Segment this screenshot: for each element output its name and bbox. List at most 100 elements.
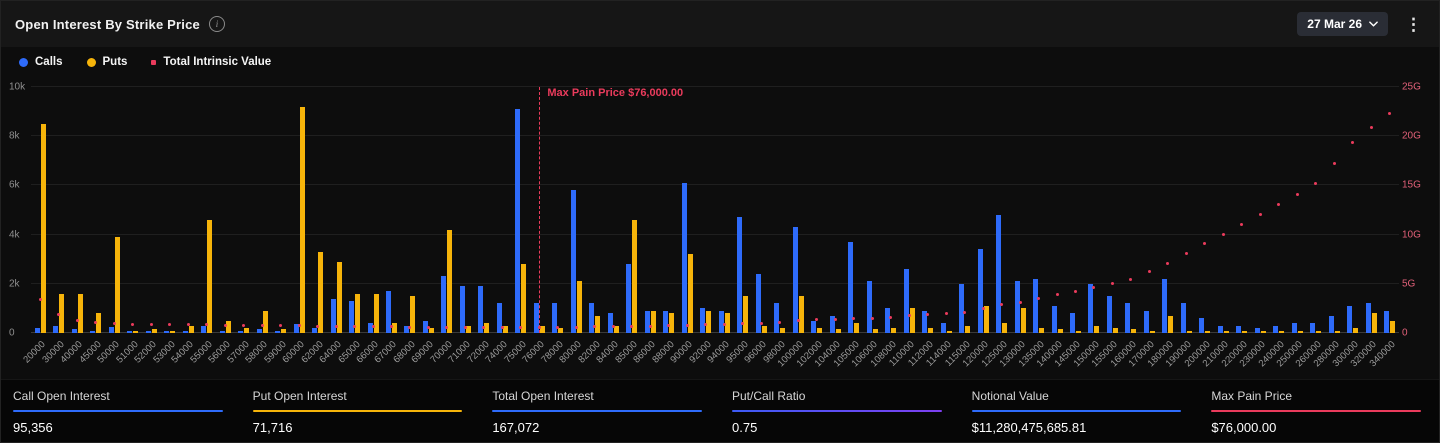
puts-bar-140000[interactable] [1057, 329, 1063, 333]
puts-bar-40000[interactable] [77, 293, 83, 333]
calls-bar-180000[interactable] [1162, 278, 1168, 333]
calls-bar-65000[interactable] [349, 301, 354, 333]
calls-bar-220000[interactable] [1236, 325, 1242, 333]
puts-bar-59000[interactable] [281, 329, 287, 333]
puts-bar-106000[interactable] [872, 329, 878, 333]
puts-bar-70000[interactable] [447, 229, 453, 333]
puts-bar-54000[interactable] [188, 325, 194, 333]
calls-bar-105000[interactable] [848, 241, 854, 333]
calls-bar-90000[interactable] [681, 182, 687, 333]
calls-bar-98000[interactable] [774, 303, 780, 333]
puts-bar-220000[interactable] [1242, 331, 1248, 333]
legend-item-calls[interactable]: Calls [19, 56, 63, 68]
calls-bar-60000[interactable] [293, 324, 299, 333]
puts-bar-230000[interactable] [1260, 331, 1266, 333]
puts-bar-125000[interactable] [1002, 323, 1008, 333]
puts-bar-280000[interactable] [1334, 330, 1340, 333]
puts-bar-82000[interactable] [595, 315, 601, 333]
calls-bar-260000[interactable] [1310, 323, 1316, 333]
puts-bar-64000[interactable] [336, 261, 342, 333]
calls-bar-45000[interactable] [90, 330, 96, 333]
calls-bar-30000[interactable] [53, 325, 59, 333]
puts-bar-115000[interactable] [965, 325, 971, 333]
puts-bar-45000[interactable] [96, 313, 102, 333]
calls-bar-82000[interactable] [589, 303, 595, 333]
puts-bar-96000[interactable] [761, 325, 767, 333]
puts-bar-108000[interactable] [891, 328, 897, 333]
puts-bar-52000[interactable] [151, 329, 157, 333]
calls-bar-71000[interactable] [459, 286, 465, 333]
puts-bar-80000[interactable] [576, 281, 582, 333]
calls-bar-66000[interactable] [367, 323, 373, 333]
puts-bar-135000[interactable] [1039, 328, 1044, 333]
puts-bar-112000[interactable] [928, 328, 934, 333]
puts-bar-114000[interactable] [946, 330, 952, 333]
calls-bar-112000[interactable] [922, 310, 928, 333]
puts-bar-94000[interactable] [724, 313, 730, 333]
calls-bar-85000[interactable] [626, 264, 632, 333]
puts-bar-74000[interactable] [502, 325, 508, 333]
calls-bar-100000[interactable] [792, 227, 798, 333]
calls-bar-95000[interactable] [737, 217, 743, 333]
puts-bar-72000[interactable] [484, 323, 490, 333]
puts-bar-200000[interactable] [1205, 330, 1211, 333]
puts-bar-130000[interactable] [1020, 308, 1026, 333]
calls-bar-56000[interactable] [219, 331, 225, 333]
puts-bar-68000[interactable] [410, 296, 416, 333]
puts-bar-240000[interactable] [1279, 331, 1285, 333]
calls-bar-240000[interactable] [1273, 325, 1279, 333]
puts-bar-95000[interactable] [743, 296, 749, 333]
calls-bar-300000[interactable] [1347, 305, 1353, 333]
calls-bar-88000[interactable] [663, 310, 669, 333]
puts-bar-102000[interactable] [817, 328, 823, 333]
puts-bar-104000[interactable] [835, 329, 841, 333]
calls-bar-340000[interactable] [1384, 310, 1390, 333]
puts-bar-55000[interactable] [207, 219, 213, 333]
puts-bar-66000[interactable] [373, 293, 379, 333]
puts-bar-85000[interactable] [632, 219, 638, 333]
calls-bar-52000[interactable] [145, 330, 151, 333]
puts-bar-110000[interactable] [909, 308, 915, 333]
calls-bar-75000[interactable] [515, 109, 521, 333]
puts-bar-250000[interactable] [1297, 331, 1303, 333]
puts-bar-78000[interactable] [558, 328, 564, 333]
puts-bar-98000[interactable] [780, 328, 786, 333]
calls-bar-55000[interactable] [201, 325, 207, 333]
calls-bar-210000[interactable] [1217, 325, 1223, 333]
legend-item-total-intrinsic-value[interactable]: Total Intrinsic Value [151, 56, 271, 68]
calls-bar-250000[interactable] [1291, 323, 1297, 333]
calls-bar-102000[interactable] [811, 320, 817, 333]
calls-bar-68000[interactable] [404, 325, 410, 333]
calls-bar-190000[interactable] [1180, 303, 1186, 333]
calls-bar-50000[interactable] [108, 326, 114, 333]
calls-bar-40000[interactable] [71, 329, 77, 333]
puts-bar-86000[interactable] [650, 310, 656, 333]
calls-bar-20000[interactable] [34, 328, 40, 333]
puts-bar-20000[interactable] [40, 123, 46, 333]
puts-bar-340000[interactable] [1390, 320, 1396, 333]
puts-bar-120000[interactable] [983, 305, 989, 333]
calls-bar-58000[interactable] [256, 329, 262, 333]
calls-bar-320000[interactable] [1365, 303, 1371, 333]
calls-bar-94000[interactable] [718, 310, 724, 333]
legend-item-puts[interactable]: Puts [86, 56, 127, 68]
puts-bar-155000[interactable] [1112, 328, 1118, 333]
expiry-dropdown[interactable]: 27 Mar 26 [1297, 12, 1388, 36]
calls-bar-140000[interactable] [1051, 305, 1057, 333]
puts-bar-160000[interactable] [1131, 329, 1137, 333]
puts-bar-88000[interactable] [669, 313, 675, 333]
puts-bar-67000[interactable] [391, 323, 397, 333]
calls-bar-80000[interactable] [570, 190, 576, 333]
puts-bar-69000[interactable] [428, 328, 434, 333]
puts-bar-150000[interactable] [1094, 325, 1100, 333]
puts-bar-30000[interactable] [59, 293, 65, 333]
calls-bar-155000[interactable] [1106, 296, 1112, 333]
puts-bar-210000[interactable] [1223, 331, 1229, 333]
calls-bar-200000[interactable] [1199, 318, 1205, 333]
puts-bar-145000[interactable] [1075, 330, 1081, 333]
puts-bar-90000[interactable] [687, 254, 693, 333]
puts-bar-320000[interactable] [1371, 313, 1377, 333]
puts-bar-60000[interactable] [299, 106, 305, 333]
calls-bar-96000[interactable] [755, 273, 761, 333]
puts-bar-58000[interactable] [262, 310, 268, 333]
